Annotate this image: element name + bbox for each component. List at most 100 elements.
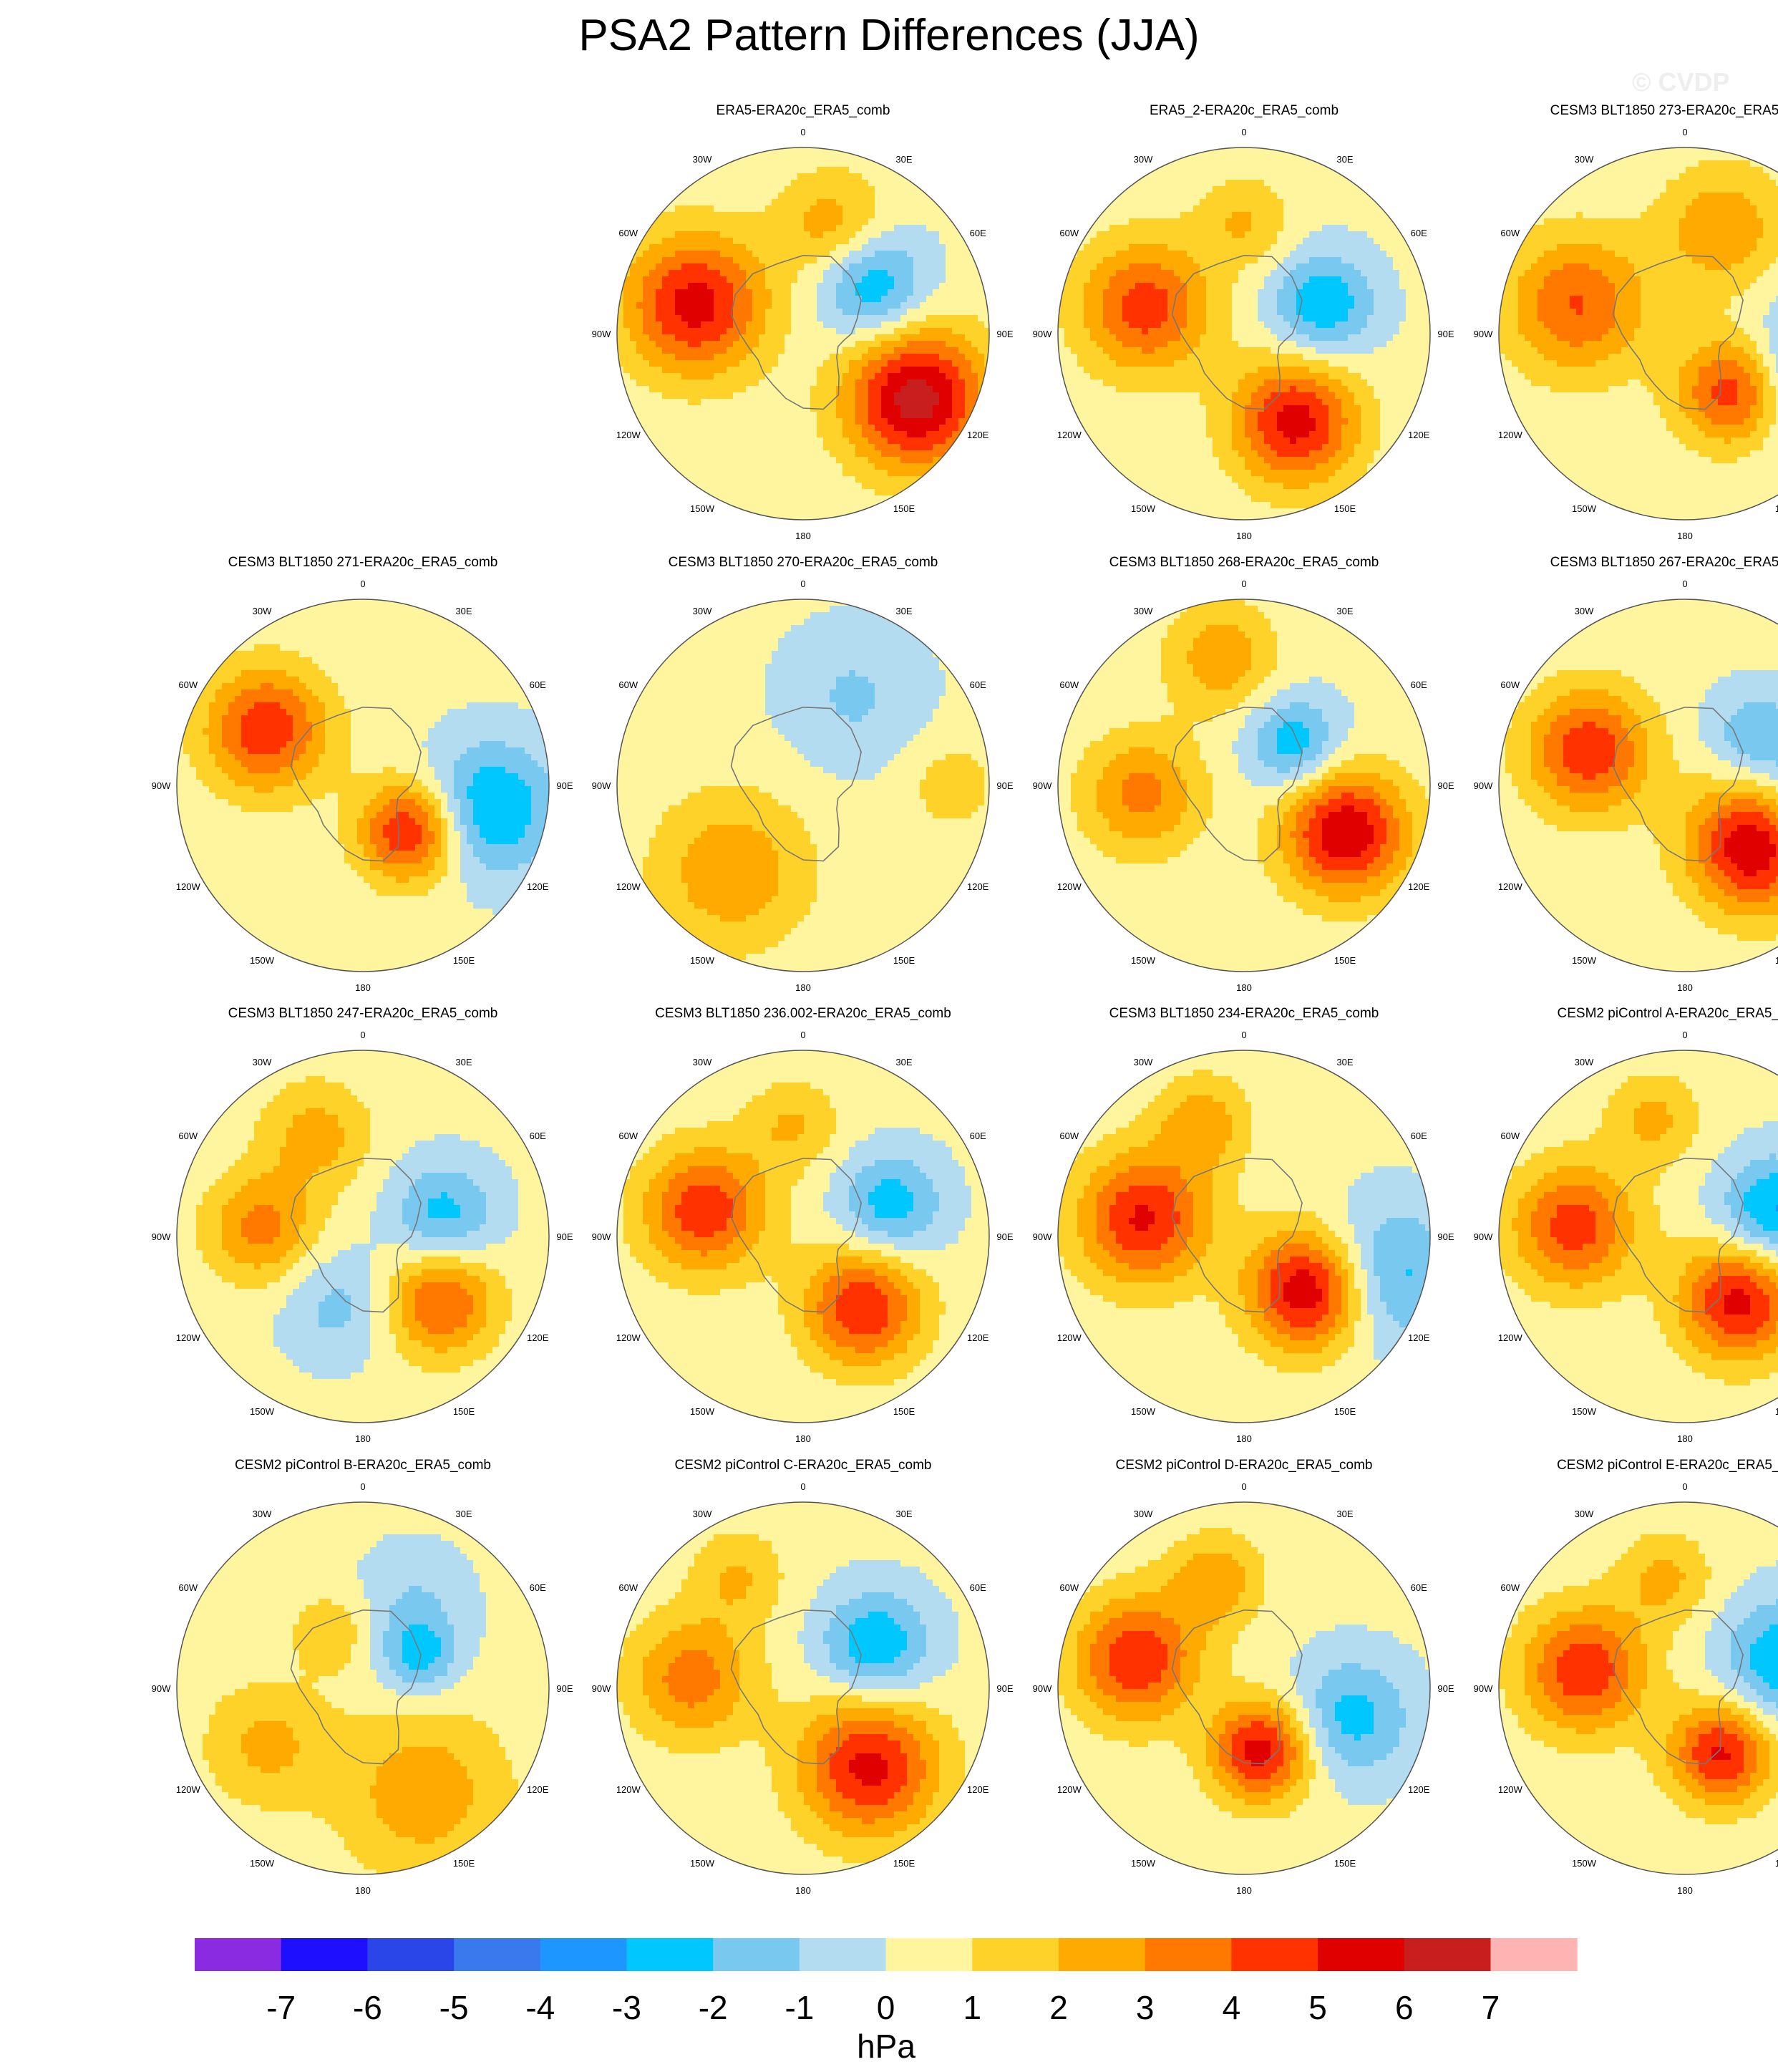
field-cell [868,367,875,374]
field-cell [1077,418,1084,425]
field-cell [1097,231,1104,238]
field-cell [752,334,759,342]
field-cell [1077,296,1084,303]
field-cell [797,399,805,406]
field-cell [1200,309,1207,316]
field-cell [810,296,817,303]
field-cell [784,296,792,303]
field-cell [1109,373,1117,380]
field-cell [669,386,676,393]
field-cell [1077,315,1084,322]
field-cell [1296,399,1303,406]
field-cell [733,283,740,290]
field-cell [810,386,817,393]
field-cell [1341,231,1349,238]
field-cell [881,289,888,296]
field-cell [855,205,863,213]
field-cell [952,425,959,432]
field-cell [1341,405,1349,412]
field-cell [720,412,727,419]
field-cell [1277,167,1284,174]
field-cell [1187,205,1194,213]
field-cell [952,309,959,316]
field-cell [952,386,959,393]
field-cell [978,302,985,309]
field-cell [1142,251,1149,258]
field-cell [868,392,875,400]
field-cell [855,463,863,470]
field-cell [1232,193,1239,200]
field-cell [958,283,966,290]
field-cell [1393,373,1400,380]
field-cell [752,399,759,406]
field-cell [675,231,682,238]
field-cell [791,399,798,406]
field-cell [926,386,933,393]
field-cell [810,463,817,470]
field-cell [1180,231,1187,238]
field-cell [669,218,676,226]
field-cell [752,173,759,180]
field-cell [707,276,714,284]
field-cell [830,180,837,187]
field-cell [791,225,798,232]
field-cell [907,225,914,232]
field-cell [804,502,811,509]
field-cell [1213,205,1220,213]
field-cell [1348,412,1355,419]
field-cell [939,437,946,445]
field-cell [656,328,663,335]
field-cell [1245,347,1252,354]
field-cell [804,302,811,309]
field-cell [1200,347,1207,354]
field-cell [1303,238,1310,245]
longitude-label: 120E [967,430,989,440]
field-cell [1155,276,1162,284]
field-cell [1232,238,1239,245]
field-cell [656,373,663,380]
field-cell [888,437,895,445]
field-cell [1309,257,1316,264]
field-cell [913,321,920,329]
field-cell [849,263,856,271]
field-cell [733,263,740,271]
field-cell [772,160,779,168]
field-cell [669,392,676,400]
field-cell [623,328,631,335]
field-cell [694,218,701,226]
field-cell [1142,167,1149,174]
field-cell [1174,334,1181,342]
field-cell [1174,186,1181,193]
field-cell [759,437,766,445]
field-cell [900,270,908,277]
field-cell [849,244,856,251]
field-cell [900,238,908,245]
field-cell [772,289,779,296]
field-cell [1206,251,1213,258]
field-cell [1200,360,1207,367]
field-cell [842,238,850,245]
field-cell [1277,186,1284,193]
field-cell [1129,367,1136,374]
field-cell [1296,257,1303,264]
field-cell [1316,225,1323,232]
field-cell [1097,283,1104,290]
field-cell [868,212,875,219]
field-cell [1393,379,1400,387]
field-cell [759,251,766,258]
field-cell [939,238,946,245]
field-cell [778,225,785,232]
field-cell [1238,147,1245,155]
field-cell [649,309,656,316]
field-cell [907,470,914,477]
field-cell [759,425,766,432]
field-cell [1148,225,1155,232]
field-cell [662,367,669,374]
field-cell [739,450,747,458]
field-cell [952,341,959,348]
field-cell [1077,263,1084,271]
field-cell [1206,315,1213,322]
field-cell [939,289,946,296]
field-cell [1225,180,1233,187]
field-cell [1348,315,1355,322]
